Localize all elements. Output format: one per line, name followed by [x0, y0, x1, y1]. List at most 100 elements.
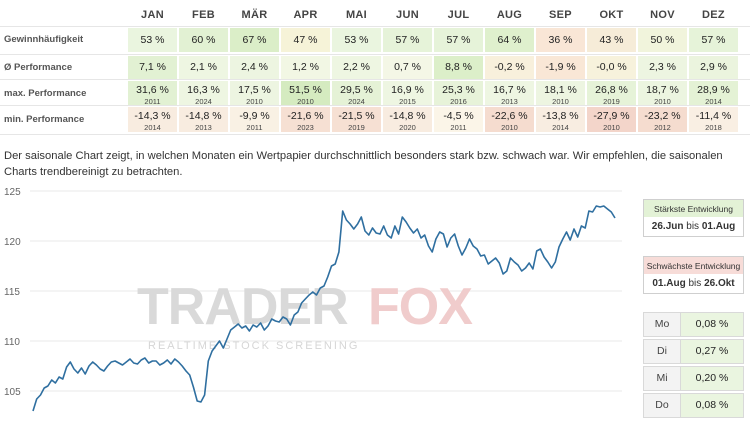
cell-year: 2024: [348, 97, 365, 106]
cell-year: 2013: [501, 97, 518, 106]
cell-year: 2013: [195, 123, 212, 132]
max-performance-cell: 26,8 % 2019: [587, 81, 636, 106]
cell-value: 1,2 %: [292, 61, 319, 73]
min-performance-cell: -4,5 % 2011: [434, 107, 483, 132]
cell-value: 18,7 %: [646, 84, 679, 96]
weekday-row: Do 0,08 %: [643, 393, 744, 418]
cell-value: -22,6 %: [491, 110, 528, 122]
cell-value: -21,5 %: [338, 110, 375, 122]
cell-value: 53 %: [344, 34, 369, 46]
win-frequency-cell: 57 %: [434, 28, 483, 52]
avg-performance-cell: 2,1 %: [179, 56, 228, 79]
cell-year: 2010: [552, 97, 569, 106]
cell-value: -14,8 %: [185, 110, 222, 122]
cell-value: 26,8 %: [595, 84, 628, 96]
win-frequency-cell: 60 %: [179, 28, 228, 52]
weakest-development-range: 01.Aug bis 26.Okt: [644, 274, 743, 293]
cell-value: 47 %: [293, 34, 318, 46]
cell-value: -27,9 %: [593, 110, 630, 122]
month-header: FEB: [192, 9, 215, 21]
cell-value: 16,3 %: [187, 84, 220, 96]
max-performance-cell: 28,9 % 2014: [689, 81, 738, 106]
max-performance-cell: 18,7 % 2010: [638, 81, 687, 106]
min-performance-cell: -11,4 % 2018: [689, 107, 738, 132]
weakest-joiner: bis: [688, 278, 702, 289]
watermark-tagline: REALTIME STOCK SCREENING: [148, 340, 359, 352]
cell-value: -11,4 %: [695, 110, 732, 122]
cell-year: 2012: [654, 123, 671, 132]
weekday-value: 0,20 %: [681, 367, 743, 390]
cell-value: 8,8 %: [445, 61, 472, 73]
max-performance-cell: 25,3 % 2016: [434, 81, 483, 106]
weakest-development-box: Schwächste Entwicklung 01.Aug bis 26.Okt: [643, 256, 744, 294]
cell-value: 16,9 %: [391, 84, 424, 96]
weekday-label: Mi: [644, 367, 681, 390]
cell-value: 2,9 %: [700, 61, 727, 73]
win-frequency-label: Gewinnhäufigkeit: [4, 34, 84, 45]
cell-value: 18,1 %: [544, 84, 577, 96]
win-frequency-cell: 53 %: [332, 28, 381, 52]
cell-year: 2010: [501, 123, 518, 132]
cell-value: 67 %: [242, 34, 267, 46]
win-frequency-cell: 57 %: [689, 28, 738, 52]
win-frequency-cell: 67 %: [230, 28, 279, 52]
max-performance-cell: 29,5 % 2024: [332, 81, 381, 106]
month-header: OKT: [599, 9, 624, 21]
cell-value: 57 %: [701, 34, 726, 46]
avg-performance-cell: -0,0 %: [587, 56, 636, 79]
win-frequency-cell: 43 %: [587, 28, 636, 52]
avg-performance-cell: 2,2 %: [332, 56, 381, 79]
weakest-from: 01.Aug: [652, 278, 686, 289]
seasonal-line-chart: 105 110 115 120 125 TRADER FOX REALTIME STOCK S…: [4, 187, 622, 412]
min-performance-cell: -9,9 % 2011: [230, 107, 279, 132]
weekday-value: 0,27 %: [681, 340, 743, 363]
cell-value: -14,3 %: [134, 110, 171, 122]
win-frequency-cell: 47 %: [281, 28, 330, 52]
month-header: JUL: [447, 9, 470, 21]
month-header: APR: [293, 9, 318, 21]
cell-year: 2023: [297, 123, 314, 132]
cell-year: 2010: [297, 97, 314, 106]
y-tick-label: 120: [4, 237, 21, 248]
min-performance-label: min. Performance: [4, 114, 85, 125]
max-performance-cell: 31,6 % 2011: [128, 81, 177, 106]
weekday-label: Do: [644, 394, 681, 417]
seasonality-stats-table: JAN FEB MÄR APR MAI JUN JUL AUG SEP OKT NOV DEZ Gewi…: [0, 0, 750, 138]
cell-year: 2014: [144, 123, 161, 132]
cell-value: 36 %: [548, 34, 573, 46]
cell-value: -23,2 %: [644, 110, 681, 122]
avg-performance-cell: 1,2 %: [281, 56, 330, 79]
cell-value: 2,3 %: [649, 61, 676, 73]
cell-year: 2019: [348, 123, 365, 132]
month-header: JUN: [396, 9, 419, 21]
avg-performance-cell: 8,8 %: [434, 56, 483, 79]
seasonal-chart-description: Der saisonale Chart zeigt, in welchen Mo…: [4, 150, 723, 178]
watermark-brand: TRADER: [137, 278, 348, 336]
weekday-value: 0,08 %: [681, 313, 743, 336]
min-performance-cell: -14,3 % 2014: [128, 107, 177, 132]
max-performance-cell: 16,9 % 2015: [383, 81, 432, 106]
cell-year: 2015: [399, 97, 416, 106]
win-frequency-cell: 57 %: [383, 28, 432, 52]
weekday-row: Di 0,27 %: [643, 339, 744, 364]
row-divider: [0, 105, 750, 106]
cell-year: 2014: [705, 97, 722, 106]
avg-performance-cell: 0,7 %: [383, 56, 432, 79]
min-performance-cell: -14,8 % 2013: [179, 107, 228, 132]
month-header: MAI: [345, 9, 368, 21]
cell-year: 2011: [144, 97, 161, 106]
cell-value: 25,3 %: [442, 84, 475, 96]
cell-value: 2,4 %: [241, 61, 268, 73]
month-header: AUG: [496, 9, 523, 21]
strongest-development-title: Stärkste Entwicklung: [644, 200, 743, 217]
cell-value: -0,2 %: [494, 61, 525, 73]
cell-year: 2020: [399, 123, 416, 132]
cell-year: 2010: [654, 97, 671, 106]
win-frequency-cell: 64 %: [485, 28, 534, 52]
month-header: DEZ: [702, 9, 725, 21]
cell-value: 2,2 %: [343, 61, 370, 73]
max-performance-cell: 51,5 % 2010: [281, 81, 330, 106]
strongest-from: 26.Jun: [651, 221, 684, 232]
cell-value: -13,8 %: [542, 110, 579, 122]
avg-performance-cell: 2,3 %: [638, 56, 687, 79]
